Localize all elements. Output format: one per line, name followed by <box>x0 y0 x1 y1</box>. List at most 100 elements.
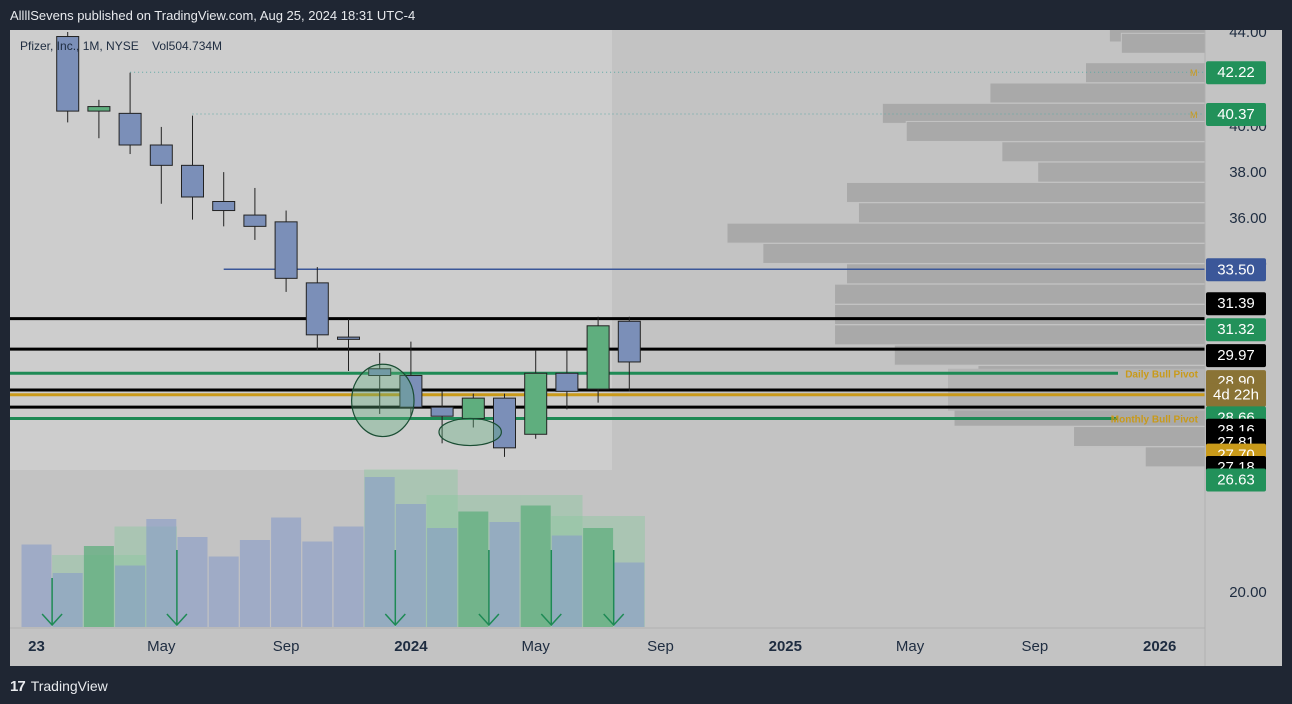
candle-body <box>181 164 204 198</box>
level-label: Daily Bull Pivot <box>1125 369 1198 380</box>
volume-bar <box>395 504 426 627</box>
publish-info: AllllSevens published on TradingView.com… <box>10 8 416 23</box>
volume-profile-bar <box>1001 141 1206 163</box>
price-tag: 33.50 <box>1217 261 1255 278</box>
price-tag: 40.37 <box>1217 106 1255 123</box>
volume-bar <box>302 541 333 627</box>
chart-frame[interactable]: M M Daily Bull Pivot Monthly Bull Pivot 44.0… <box>10 30 1282 666</box>
volume-profile-bar <box>834 283 1206 305</box>
volume-bar <box>551 535 582 627</box>
down-arrow-icon <box>41 613 63 627</box>
price-axis-tick: 38.00 <box>1229 164 1267 181</box>
candle-body <box>87 106 111 112</box>
tradingview-logo-icon: 17 <box>10 677 26 695</box>
price-tag: 31.39 <box>1217 295 1255 312</box>
volume-bar <box>427 528 458 627</box>
price-tag-bg <box>1206 318 1266 342</box>
volume-profile-bar <box>905 120 1206 142</box>
volume-bar <box>614 562 645 627</box>
volume-bar <box>208 556 239 627</box>
volume-bar <box>583 528 614 627</box>
price-tag: 31.32 <box>1217 321 1255 338</box>
price-axis-tick: 20.00 <box>1229 584 1267 601</box>
volume-bar <box>115 565 146 627</box>
down-arrow-icon <box>166 613 188 627</box>
volume-bar <box>21 544 52 627</box>
candle-body <box>555 372 579 392</box>
time-axis-tick: 2026 <box>1143 638 1176 655</box>
volume-profile-bar <box>857 202 1206 224</box>
down-arrow-icon <box>540 613 562 627</box>
price-tag: 26.63 <box>1217 471 1255 488</box>
footer-brand: TradingView <box>30 678 108 694</box>
price-tag-bg <box>1206 103 1266 127</box>
volume-profile-bar <box>846 263 1206 285</box>
down-arrow-icon <box>384 613 406 627</box>
volume-bar <box>239 540 270 627</box>
price-axis-tick: 44.00 <box>1229 30 1267 41</box>
volume-profile-bar <box>834 324 1206 346</box>
price-tag-bg <box>1206 258 1266 282</box>
volume-info: Vol504.734M <box>152 39 222 53</box>
volume-profile-bar <box>881 102 1206 124</box>
footer: 17 TradingView <box>10 674 108 698</box>
volume-profile-bar <box>726 222 1206 244</box>
volume-profile-bar <box>846 181 1206 203</box>
time-axis-tick: Sep <box>1022 638 1049 655</box>
time-axis-tick: 2024 <box>394 638 428 655</box>
candle-body <box>524 372 548 435</box>
candle-body <box>56 36 80 112</box>
volume-profile-bar <box>1037 161 1206 183</box>
volume-bar <box>146 519 177 627</box>
candle-body <box>212 201 236 212</box>
time-axis-tick: 2025 <box>769 638 802 655</box>
annotation-ellipse <box>438 417 502 447</box>
price-tag-bg <box>1206 292 1266 316</box>
candle-body <box>617 320 641 363</box>
volume-bar <box>271 517 302 627</box>
symbol-info: Pfizer, Inc., 1M, NYSE <box>20 39 139 53</box>
price-tag: 4d 22h <box>1213 387 1259 404</box>
time-axis-tick: May <box>147 638 176 655</box>
time-axis-tick: May <box>522 638 551 655</box>
down-arrow-icon <box>478 613 500 627</box>
annotation-ellipse <box>351 363 415 438</box>
volume-profile-bar <box>1073 426 1206 448</box>
candle-body <box>368 368 392 377</box>
price-axis-tick: 36.00 <box>1229 210 1267 227</box>
price-tag-bg <box>1206 344 1266 368</box>
time-axis-tick: Sep <box>647 638 674 655</box>
price-chart[interactable]: M M Daily Bull Pivot Monthly Bull Pivot 44.0… <box>10 30 1282 666</box>
candle-body <box>586 325 610 390</box>
candle-body <box>430 406 454 417</box>
candle-body <box>274 221 298 279</box>
volume-profile-bar <box>989 82 1206 104</box>
price-tag-bg <box>1206 468 1266 492</box>
level-marker-m: M <box>1190 110 1198 120</box>
price-tag: 42.22 <box>1217 64 1255 81</box>
candle-body <box>305 282 329 336</box>
candle-body <box>399 375 423 408</box>
volume-bar <box>489 522 520 627</box>
volume-profile-bar <box>1144 446 1206 468</box>
price-tag-bg <box>1206 383 1266 407</box>
volume-bar <box>177 537 208 627</box>
candle-body <box>118 112 142 146</box>
volume-profile-bar <box>1120 32 1206 54</box>
volume-bar <box>83 546 114 627</box>
level-label: Monthly Bull Pivot <box>1111 414 1199 425</box>
volume-profile-bar <box>834 304 1206 325</box>
level-marker-m: M <box>1190 68 1198 78</box>
candle-body <box>243 214 267 227</box>
time-axis-tick: Sep <box>273 638 300 655</box>
volume-bar <box>458 511 489 627</box>
volume-bar <box>520 505 551 627</box>
price-tag-bg <box>1206 61 1266 85</box>
volume-bar <box>333 526 364 627</box>
down-arrow-icon <box>603 613 625 627</box>
time-axis-tick: May <box>896 638 925 655</box>
volume-bar <box>364 477 395 627</box>
candle-body <box>337 336 360 340</box>
candle-body <box>461 397 485 419</box>
candle-body <box>149 144 173 166</box>
